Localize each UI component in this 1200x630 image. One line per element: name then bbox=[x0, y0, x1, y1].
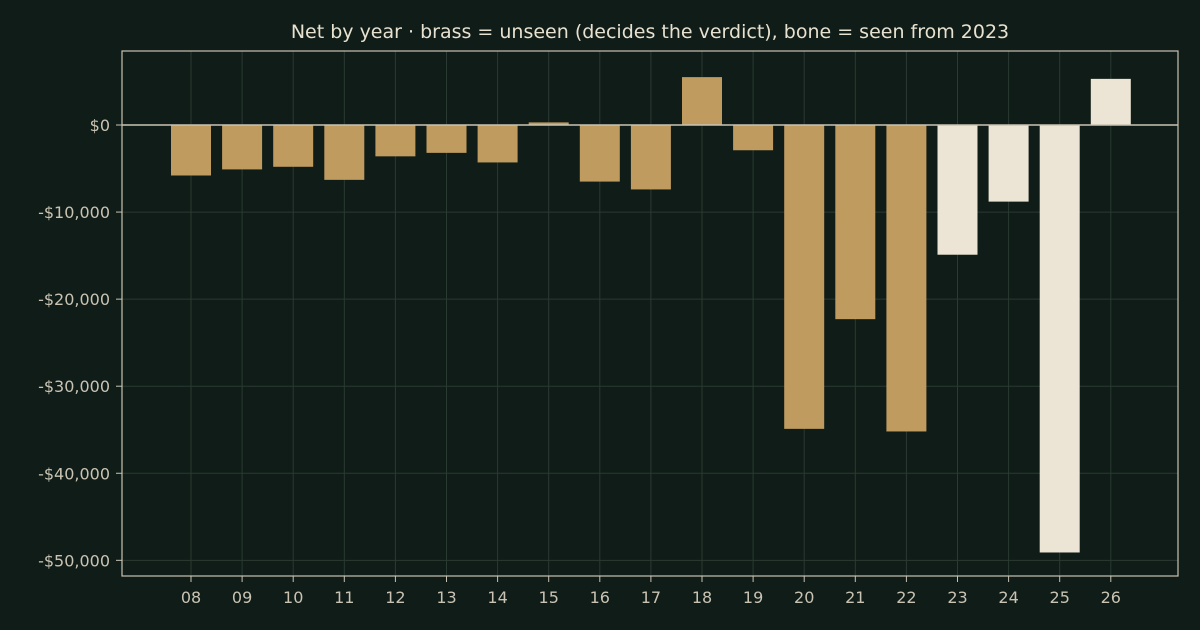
x-tick-label: 15 bbox=[539, 588, 559, 607]
bar-10 bbox=[273, 125, 314, 167]
bar-22 bbox=[886, 125, 927, 432]
bar-24 bbox=[988, 125, 1029, 202]
x-tick-label: 25 bbox=[1050, 588, 1070, 607]
bar-13 bbox=[426, 125, 467, 153]
bar-20 bbox=[784, 125, 825, 429]
x-tick-label: 22 bbox=[896, 588, 916, 607]
bar-17 bbox=[630, 125, 671, 190]
bar-12 bbox=[375, 125, 416, 157]
x-tick-label: 11 bbox=[334, 588, 354, 607]
y-tick-label: -$40,000 bbox=[38, 464, 110, 483]
bar-21 bbox=[835, 125, 876, 320]
bar-14 bbox=[477, 125, 518, 163]
bar-25 bbox=[1039, 125, 1080, 553]
x-tick-label: 18 bbox=[692, 588, 712, 607]
x-tick-label: 17 bbox=[641, 588, 661, 607]
x-tick-label: 20 bbox=[794, 588, 814, 607]
x-tick-label: 23 bbox=[947, 588, 967, 607]
chart-title: Net by year · brass = unseen (decides th… bbox=[291, 21, 1009, 43]
bar-16 bbox=[579, 125, 620, 182]
bar-08 bbox=[171, 125, 211, 176]
bar-23 bbox=[937, 125, 978, 255]
x-tick-label: 19 bbox=[743, 588, 763, 607]
x-tick-label: 21 bbox=[845, 588, 865, 607]
x-tick-label: 14 bbox=[487, 588, 507, 607]
x-tick-label: 08 bbox=[181, 588, 201, 607]
bar-26 bbox=[1090, 78, 1131, 126]
y-tick-label: -$30,000 bbox=[38, 377, 110, 396]
y-tick-label: -$10,000 bbox=[38, 203, 110, 222]
x-tick-label: 09 bbox=[232, 588, 252, 607]
x-tick-label: 10 bbox=[283, 588, 303, 607]
x-tick-label: 26 bbox=[1101, 588, 1121, 607]
bar-18 bbox=[682, 77, 722, 126]
x-tick-label: 16 bbox=[590, 588, 610, 607]
bar-19 bbox=[733, 125, 774, 151]
x-tick-label: 24 bbox=[998, 588, 1018, 607]
bar-09 bbox=[222, 125, 263, 170]
axis-layer: $0 -$10,000 -$20,000 -$30,000 -$40,000 -$50,0… bbox=[38, 50, 1179, 607]
bar-15 bbox=[528, 122, 569, 126]
bar-layer bbox=[171, 77, 1131, 553]
y-tick-label: -$50,000 bbox=[38, 551, 110, 570]
y-tick-label: -$20,000 bbox=[38, 290, 110, 309]
bar-11 bbox=[324, 125, 365, 180]
x-tick-label: 12 bbox=[385, 588, 405, 607]
plot-frame bbox=[121, 50, 1179, 577]
x-tick-label: 13 bbox=[436, 588, 456, 607]
y-tick-label: $0 bbox=[90, 116, 110, 135]
